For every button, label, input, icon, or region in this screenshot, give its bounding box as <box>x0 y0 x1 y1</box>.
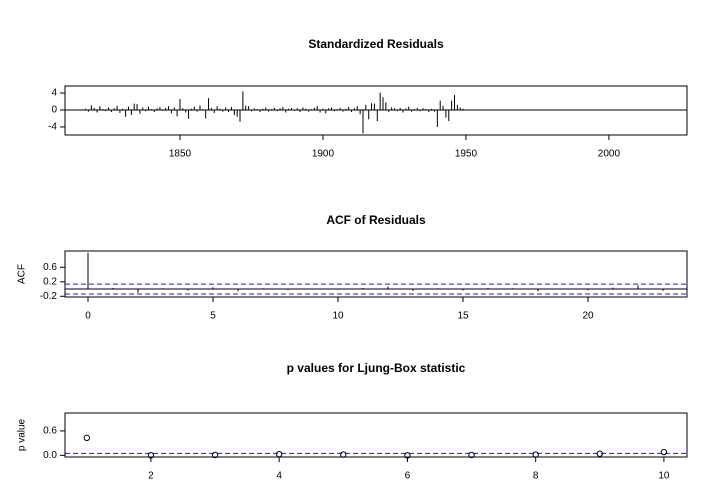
x-tick-label: 0 <box>85 311 91 322</box>
x-tick-label: 10 <box>332 311 344 322</box>
y-tick-label: -0.2 <box>40 291 58 302</box>
point <box>660 448 668 456</box>
y-axis-label: ACF <box>17 264 28 284</box>
point <box>468 451 475 459</box>
y-tick-label: 0 <box>51 105 57 116</box>
point <box>211 451 219 459</box>
point <box>83 434 91 442</box>
chart-title: ACF of Residuals <box>326 213 426 227</box>
x-tick-label: 6 <box>405 471 411 482</box>
y-tick-label: 0.6 <box>43 262 57 273</box>
x-tick-label: 2 <box>148 471 154 482</box>
point <box>147 452 155 459</box>
x-tick-label: 1950 <box>455 149 478 160</box>
x-tick-label: 10 <box>658 471 670 482</box>
chart-title: p values for Ljung-Box statistic <box>287 361 466 375</box>
point <box>532 451 539 458</box>
plot-frame <box>64 250 688 298</box>
x-tick-label: 8 <box>533 471 539 482</box>
y-axis-label: p value <box>17 418 28 451</box>
plot-frame <box>64 85 688 136</box>
y-tick-label: 0.2 <box>43 276 57 287</box>
x-tick-label: 1850 <box>169 149 192 160</box>
x-tick-label: 15 <box>457 311 469 322</box>
point <box>404 452 411 459</box>
x-tick-label: 4 <box>276 471 282 482</box>
y-tick-label: -4 <box>48 122 57 133</box>
x-tick-label: 1900 <box>312 149 335 160</box>
point <box>275 450 283 458</box>
x-tick-label: 2000 <box>598 149 621 160</box>
x-tick-label: 5 <box>210 311 216 322</box>
plot-frame <box>64 412 688 458</box>
y-tick-label: 0.0 <box>43 450 57 461</box>
chart-title: Standardized Residuals <box>308 37 444 51</box>
y-tick-label: 0.6 <box>43 426 57 437</box>
point <box>340 451 347 458</box>
x-tick-label: 20 <box>582 311 594 322</box>
y-tick-label: 4 <box>51 88 57 99</box>
point <box>596 450 603 457</box>
